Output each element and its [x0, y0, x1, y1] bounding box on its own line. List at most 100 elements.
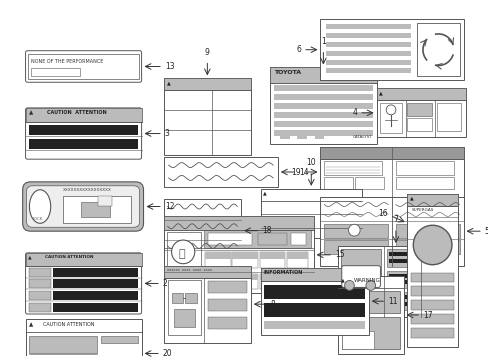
Bar [29, 303, 51, 312]
Bar [325, 51, 410, 56]
Bar [29, 125, 138, 135]
Text: 20: 20 [163, 349, 172, 358]
Bar [163, 78, 250, 155]
Bar [185, 293, 196, 303]
Bar [320, 197, 463, 266]
Text: ⓪: ⓪ [178, 249, 184, 259]
Bar [320, 147, 463, 159]
Bar [388, 259, 413, 263]
Bar [163, 78, 250, 90]
Bar [395, 224, 459, 238]
Text: CAUTION ATTENTION: CAUTION ATTENTION [43, 322, 94, 327]
Bar [407, 194, 457, 206]
Bar [395, 240, 459, 254]
Bar [340, 249, 381, 314]
Text: 19: 19 [291, 167, 301, 176]
Bar [31, 68, 80, 76]
Bar [163, 216, 313, 293]
Bar [29, 336, 97, 354]
Text: CAUTION ATTENTION: CAUTION ATTENTION [45, 255, 93, 259]
Text: 11: 11 [387, 297, 397, 306]
Bar [286, 274, 307, 289]
Bar [410, 287, 453, 296]
FancyBboxPatch shape [25, 51, 142, 82]
Text: TOYOTA: TOYOTA [273, 71, 301, 76]
Bar [163, 216, 313, 230]
Bar [273, 85, 372, 91]
Bar [205, 252, 230, 259]
Text: ▲: ▲ [379, 90, 383, 95]
Bar [232, 252, 257, 259]
Bar [29, 291, 51, 300]
Bar [232, 274, 257, 289]
FancyBboxPatch shape [25, 108, 142, 159]
Text: ▲: ▲ [409, 196, 413, 201]
Bar [163, 266, 250, 278]
Text: 3: 3 [164, 129, 169, 138]
Bar [286, 252, 307, 259]
Bar [355, 177, 384, 189]
Text: XXXXXXXXXXXXXXXXX: XXXXXXXXXXXXXXXXX [63, 188, 112, 192]
Bar [53, 279, 138, 288]
Bar [337, 246, 453, 317]
Bar [53, 291, 138, 300]
Bar [324, 224, 387, 238]
Bar [325, 33, 410, 38]
Circle shape [386, 105, 395, 115]
Bar [386, 249, 417, 267]
Bar [257, 233, 286, 245]
Bar [436, 103, 460, 131]
Text: 13: 13 [164, 62, 174, 71]
Text: 10: 10 [306, 158, 315, 167]
Text: 16: 16 [378, 209, 387, 218]
Text: 18: 18 [262, 226, 271, 235]
Text: 15: 15 [334, 250, 344, 259]
Bar [320, 19, 463, 80]
Bar [29, 279, 51, 288]
Bar [273, 112, 372, 118]
Bar [25, 108, 142, 122]
Bar [386, 271, 417, 288]
Bar [324, 161, 382, 175]
Bar [324, 240, 387, 254]
Bar [410, 300, 453, 310]
Text: SUPERGAS: SUPERGAS [410, 207, 433, 212]
Bar [386, 292, 417, 310]
Bar [173, 309, 194, 327]
Bar [291, 233, 305, 245]
Bar [423, 271, 447, 288]
Bar [167, 280, 200, 335]
Text: 1: 1 [320, 37, 325, 46]
FancyBboxPatch shape [341, 266, 380, 287]
Text: ▲: ▲ [28, 255, 32, 260]
Bar [410, 314, 453, 324]
Bar [325, 68, 410, 73]
Bar [320, 147, 463, 197]
Bar [324, 177, 353, 189]
Circle shape [348, 224, 359, 236]
Bar [388, 274, 413, 278]
Bar [171, 293, 183, 303]
Bar [341, 331, 373, 348]
Circle shape [344, 280, 354, 291]
Text: 12: 12 [164, 202, 174, 211]
Text: NONE OF THE PERFORMANCE: NONE OF THE PERFORMANCE [31, 59, 103, 64]
Bar [279, 136, 289, 139]
Circle shape [412, 225, 451, 265]
Bar [81, 202, 109, 217]
Circle shape [171, 240, 194, 264]
Text: ▲: ▲ [29, 322, 34, 327]
Bar [205, 274, 230, 280]
Bar [376, 88, 465, 138]
Bar [273, 94, 372, 100]
FancyBboxPatch shape [22, 182, 143, 231]
Bar [395, 161, 453, 175]
Bar [407, 118, 431, 131]
FancyBboxPatch shape [25, 253, 142, 314]
Bar [166, 232, 200, 291]
Bar [314, 136, 324, 139]
Bar [163, 157, 277, 187]
Bar [388, 280, 413, 284]
Text: 5: 5 [484, 227, 488, 236]
Bar [325, 24, 410, 29]
